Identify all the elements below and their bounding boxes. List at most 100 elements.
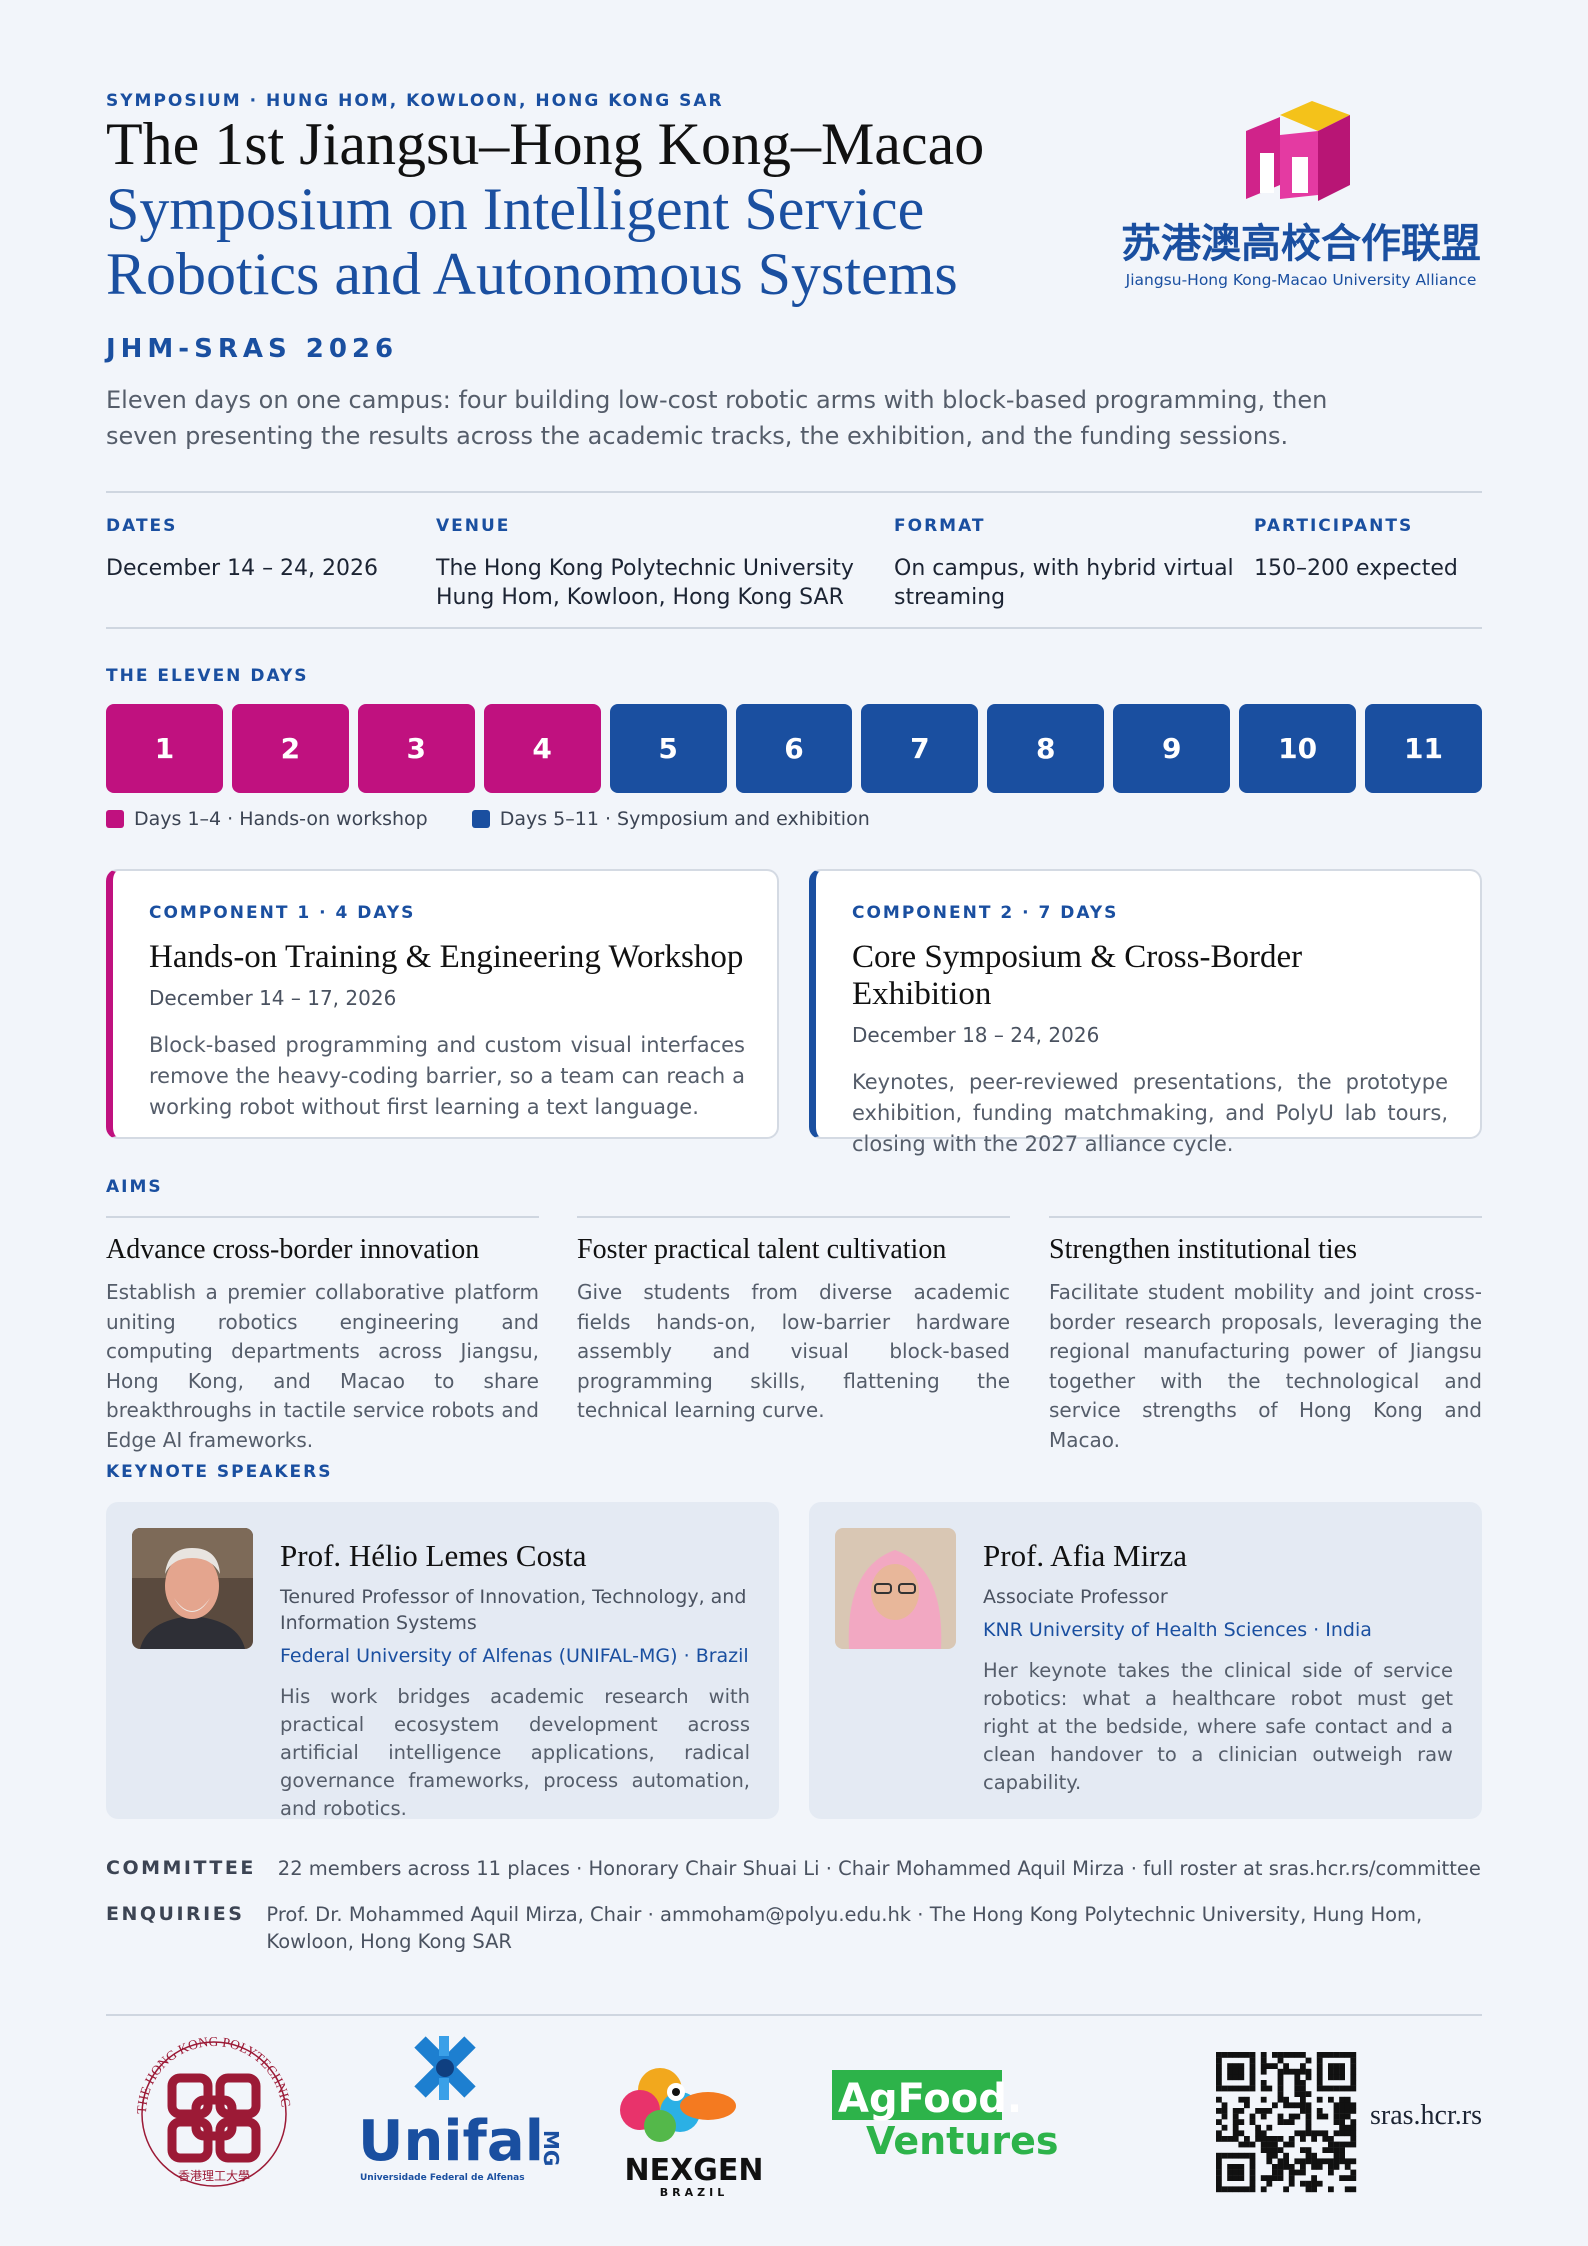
qr-module xyxy=(1311,2130,1317,2137)
qr-module xyxy=(1249,2052,1256,2058)
qr-module xyxy=(1260,2175,1267,2181)
meta-value: 150–200 expected xyxy=(1254,554,1458,583)
qr-module xyxy=(1272,2136,1278,2142)
qr-module xyxy=(1316,2057,1323,2064)
qr-module xyxy=(1316,2085,1323,2092)
component-body: Block-based programming and custom visua… xyxy=(149,1033,745,1119)
qr-module xyxy=(1344,2085,1351,2092)
qr-module xyxy=(1350,2158,1357,2165)
qr-module xyxy=(1305,2057,1312,2064)
qr-module xyxy=(1232,2119,1239,2125)
qr-module xyxy=(1300,2091,1306,2097)
qr-module xyxy=(1300,2102,1306,2109)
qr-module xyxy=(1305,2108,1312,2114)
component-title: Hands-on Training & Engineering Workshop xyxy=(149,939,744,975)
qr-module xyxy=(1277,2052,1284,2058)
agfood-logo: AgFood. Ventures xyxy=(832,2070,1059,2163)
qr-module xyxy=(1277,2068,1284,2075)
qr-module xyxy=(1333,2119,1340,2125)
qr-module xyxy=(1350,2186,1357,2193)
qr-module xyxy=(1333,2108,1340,2114)
qr-module xyxy=(1339,2175,1345,2181)
qr-module xyxy=(1232,2124,1239,2131)
qr-module xyxy=(1305,2180,1312,2187)
qr-module xyxy=(1260,2068,1267,2075)
qr-module xyxy=(1227,2175,1233,2181)
qr-module xyxy=(1260,2147,1267,2153)
qr-module xyxy=(1294,2091,1301,2097)
qr-module xyxy=(1216,2057,1222,2064)
qr-module xyxy=(1232,2175,1239,2181)
qr-module xyxy=(1339,2096,1345,2103)
qr-module xyxy=(1311,2180,1317,2187)
qr-module xyxy=(1328,2158,1334,2165)
legend-text: Days 5–11 · Symposium and exhibition xyxy=(499,808,870,830)
qr-module xyxy=(1272,2152,1278,2159)
speaker-photo xyxy=(132,1528,253,1649)
qr-module xyxy=(1216,2108,1222,2114)
qr-module xyxy=(1232,2113,1239,2120)
unifal-state: MG xyxy=(539,2130,563,2166)
qr-module xyxy=(1266,2180,1273,2187)
qr-module xyxy=(1333,2074,1340,2081)
qr-module xyxy=(1305,2130,1312,2137)
qr-module xyxy=(1333,2141,1340,2148)
qr-module xyxy=(1288,2136,1295,2142)
qr-module xyxy=(1238,2175,1245,2181)
qr-module xyxy=(1294,2068,1301,2075)
qr-module xyxy=(1322,2158,1329,2165)
qr-module xyxy=(1305,2152,1312,2159)
meta-item: PARTICIPANTS 150–200 expected xyxy=(1254,516,1458,583)
qr-module xyxy=(1283,2102,1289,2109)
alliance-logo: 苏港澳高校合作联盟 Jiangsu-Hong Kong-Macao Univer… xyxy=(1121,101,1481,289)
day-box: 10 xyxy=(1239,704,1357,793)
polyu-ring-path: THE HONG KONG POLYTECHNIC UNIVERSITY xyxy=(0,2030,294,2114)
divider xyxy=(106,627,1482,629)
qr-module xyxy=(1277,2091,1284,2097)
qr-module xyxy=(1294,2085,1301,2092)
qr-module xyxy=(1238,2108,1245,2114)
qr-module xyxy=(1344,2164,1351,2170)
qr-module xyxy=(1277,2057,1284,2064)
qr-module xyxy=(1260,2108,1267,2114)
qr-module xyxy=(1339,2063,1345,2069)
qr-module xyxy=(1277,2113,1284,2120)
qr-module xyxy=(1266,2085,1273,2092)
qr-module xyxy=(1300,2108,1306,2114)
qr-module xyxy=(1216,2180,1222,2187)
qr-module xyxy=(1244,2102,1250,2109)
qr-module xyxy=(1221,2102,1228,2109)
qr-module xyxy=(1344,2102,1351,2109)
day-box: 3 xyxy=(357,704,475,793)
speaker-name: Prof. Hélio Lemes Costa xyxy=(280,1538,587,1573)
qr-module xyxy=(1328,2096,1334,2103)
qr-module xyxy=(1272,2164,1278,2170)
qr-module xyxy=(1266,2108,1273,2114)
qr-module xyxy=(1288,2052,1295,2058)
qr-module xyxy=(1232,2152,1239,2159)
qr-module xyxy=(1216,2085,1222,2092)
component-eyebrow: COMPONENT 2 · 7 DAYS xyxy=(852,903,1119,923)
qr-module xyxy=(1216,2130,1222,2137)
qr-module xyxy=(1311,2158,1317,2165)
qr-module xyxy=(1328,2136,1334,2142)
qr-module xyxy=(1333,2158,1340,2165)
meta-line: On campus, with hybrid virtual xyxy=(894,556,1234,581)
divider xyxy=(106,491,1482,493)
qr-module xyxy=(1305,2102,1312,2109)
speaker-name: Prof. Afia Mirza xyxy=(983,1538,1188,1573)
qr-module xyxy=(1339,2074,1345,2081)
qr-module xyxy=(1300,2130,1306,2137)
qr-module xyxy=(1316,2130,1323,2137)
qr-module xyxy=(1232,2108,1239,2114)
qr-module xyxy=(1221,2085,1228,2092)
info-text: 22 members across 11 places · Honorary C… xyxy=(277,1857,1481,1880)
qr-module xyxy=(1333,2147,1340,2153)
qr-module xyxy=(1227,2085,1233,2092)
qr-module xyxy=(1244,2052,1250,2058)
qr-module xyxy=(1238,2119,1245,2125)
qr-module xyxy=(1333,2164,1340,2170)
title-line: The 1st Jiangsu–Hong Kong–Macao xyxy=(106,111,985,177)
